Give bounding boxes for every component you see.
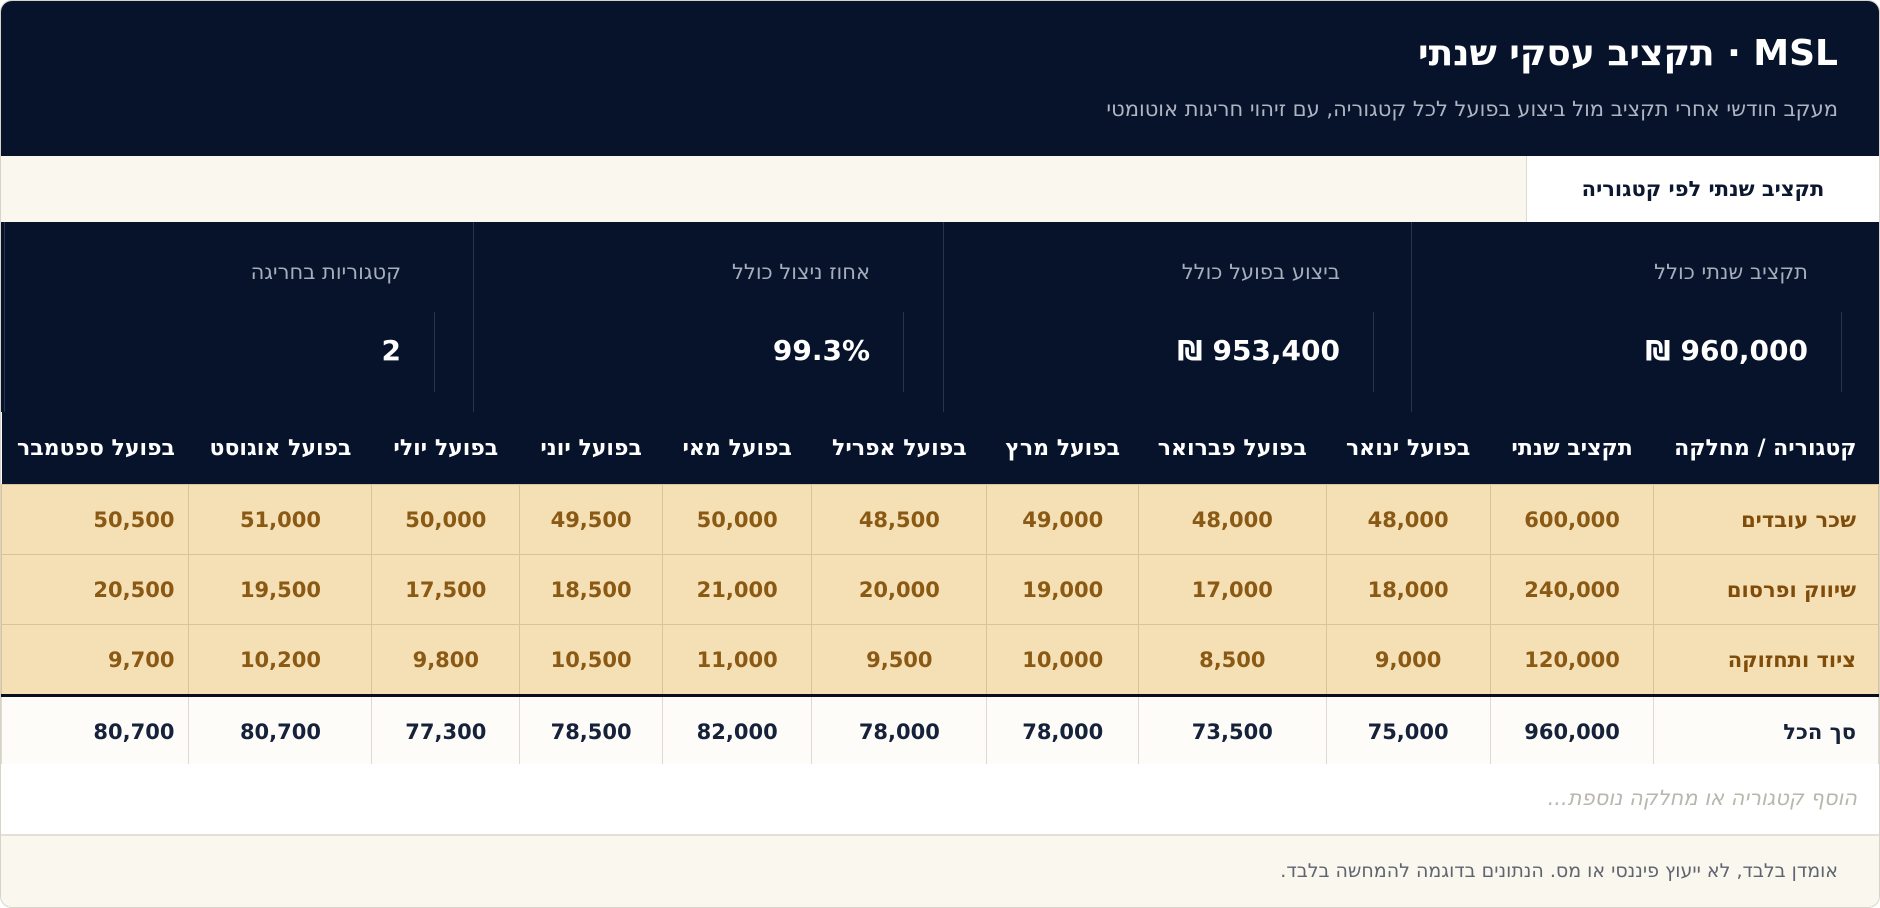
budget-table: קטגוריה / מחלקה תקציב שנתי בפועל ינואר ב…: [1, 412, 1879, 764]
stat-utilization: אחוז ניצול כולל 99.3%: [473, 222, 941, 412]
stat-label: תקציב שנתי כולל: [1654, 260, 1808, 284]
table-cell[interactable]: 20,500: [1, 554, 190, 625]
table-cell[interactable]: 17,000: [1138, 554, 1327, 625]
table-header-row: קטגוריה / מחלקה תקציב שנתי בפועל ינואר ב…: [1, 412, 1879, 485]
page-title: MSL · תקציב עסקי שנתי: [1417, 33, 1838, 74]
stat-overruns: קטגוריות בחריגה 2: [4, 222, 472, 412]
total-cell: 78,000: [986, 695, 1140, 764]
table-cell[interactable]: 21,000: [662, 554, 813, 625]
add-category-placeholder[interactable]: הוסף קטגוריה או מחלקה נוספת...: [1547, 786, 1857, 810]
total-label: סך הכל: [1653, 695, 1879, 764]
table-row: שכר עובדים 600,000 48,000 48,000 49,000 …: [1, 484, 1879, 555]
column-header[interactable]: בפועל אפריל: [811, 412, 987, 485]
tab-bar: תקציב שנתי לפי קטגוריה: [1, 156, 1879, 223]
summary-bar: תקציב שנתי כולל 960,000 ₪ ביצוע בפועל כו…: [1, 222, 1879, 412]
divider: [1373, 312, 1374, 392]
table-cell[interactable]: 10,200: [188, 624, 373, 696]
divider: [1841, 312, 1842, 392]
table-cell[interactable]: 50,000: [662, 484, 813, 555]
total-cell: 960,000: [1489, 695, 1655, 764]
total-cell: 73,500: [1138, 695, 1327, 764]
table-cell[interactable]: 49,500: [519, 484, 664, 555]
total-cell: 78,500: [519, 695, 664, 764]
stat-value: 953,400 ₪: [1177, 334, 1340, 367]
stat-value: 960,000 ₪: [1645, 334, 1808, 367]
table-cell[interactable]: 8,500: [1138, 624, 1327, 696]
column-header[interactable]: תקציב שנתי: [1490, 412, 1654, 485]
page-subtitle: מעקב חודשי אחרי תקציב מול ביצוע בפועל לכ…: [1106, 97, 1838, 121]
table-row: שיווק ופרסום 240,000 18,000 17,000 19,00…: [1, 554, 1879, 625]
table-cell[interactable]: 9,700: [1, 624, 190, 696]
table-cell[interactable]: 19,000: [986, 554, 1140, 625]
page-header: MSL · תקציב עסקי שנתי מעקב חודשי אחרי תק…: [1, 1, 1879, 156]
table-cell[interactable]: 50,500: [1, 484, 190, 555]
column-header[interactable]: בפועל פברואר: [1138, 412, 1327, 485]
total-cell: 77,300: [371, 695, 521, 764]
stat-total-actual: ביצוע בפועל כולל 953,400 ₪: [943, 222, 1411, 412]
stat-label: ביצוע בפועל כולל: [1181, 260, 1340, 284]
stat-label: אחוז ניצול כולל: [731, 260, 870, 284]
column-header[interactable]: בפועל אוגוסט: [188, 412, 372, 485]
column-header[interactable]: בפועל ינואר: [1326, 412, 1491, 485]
table-cell[interactable]: 50,000: [371, 484, 521, 555]
table-cell[interactable]: 48,000: [1325, 484, 1491, 555]
divider: [903, 312, 904, 392]
column-header[interactable]: בפועל יולי: [371, 412, 520, 485]
table-cell[interactable]: 600,000: [1489, 484, 1655, 555]
footer: אומדן בלבד, לא ייעוץ פיננסי או מס. הנתונ…: [1, 836, 1879, 907]
table-cell[interactable]: 48,000: [1138, 484, 1327, 555]
table-cell[interactable]: 10,000: [986, 624, 1140, 696]
divider: [434, 312, 435, 392]
stat-value: 99.3%: [772, 334, 870, 367]
table-cell[interactable]: 49,000: [986, 484, 1140, 555]
table-cell[interactable]: 9,000: [1325, 624, 1491, 696]
stat-value: 2: [381, 334, 401, 367]
table-cell[interactable]: 9,800: [371, 624, 521, 696]
total-cell: 75,000: [1325, 695, 1491, 764]
table-cell[interactable]: 19,500: [188, 554, 373, 625]
tab-annual-budget[interactable]: תקציב שנתי לפי קטגוריה: [1526, 156, 1879, 222]
total-cell: 80,700: [188, 695, 373, 764]
table-cell[interactable]: 120,000: [1489, 624, 1655, 696]
table-cell[interactable]: 48,500: [811, 484, 988, 555]
table-cell[interactable]: 51,000: [188, 484, 373, 555]
column-header[interactable]: בפועל ספטמבר: [1, 412, 189, 485]
column-header[interactable]: בפועל יוני: [519, 412, 663, 485]
total-cell: 78,000: [811, 695, 988, 764]
total-row: סך הכל 960,000 75,000 73,500 78,000 78,0…: [1, 695, 1879, 764]
table-cell[interactable]: 20,000: [811, 554, 988, 625]
table-cell[interactable]: 10,500: [519, 624, 664, 696]
table-cell[interactable]: 18,500: [519, 554, 664, 625]
add-category-row[interactable]: הוסף קטגוריה או מחלקה נוספת...: [1, 764, 1879, 836]
column-header[interactable]: בפועל מאי: [662, 412, 812, 485]
table-cell[interactable]: 9,500: [811, 624, 988, 696]
disclaimer-text: אומדן בלבד, לא ייעוץ פיננסי או מס. הנתונ…: [1280, 860, 1838, 882]
total-cell: 80,700: [1, 695, 190, 764]
column-header[interactable]: בפועל מרץ: [986, 412, 1139, 485]
stat-total-budget: תקציב שנתי כולל 960,000 ₪: [1411, 222, 1879, 412]
category-cell[interactable]: שכר עובדים: [1653, 484, 1879, 555]
category-cell[interactable]: שיווק ופרסום: [1653, 554, 1879, 625]
table-cell[interactable]: 18,000: [1325, 554, 1491, 625]
stat-label: קטגוריות בחריגה: [250, 260, 401, 284]
table-cell[interactable]: 240,000: [1489, 554, 1655, 625]
budget-table-scroll[interactable]: קטגוריה / מחלקה תקציב שנתי בפועל ינואר ב…: [1, 412, 1879, 764]
total-cell: 82,000: [662, 695, 813, 764]
table-row: ציוד ותחזוקה 120,000 9,000 8,500 10,000 …: [1, 624, 1879, 696]
table-cell[interactable]: 11,000: [662, 624, 813, 696]
category-cell[interactable]: ציוד ותחזוקה: [1653, 624, 1879, 696]
column-header[interactable]: קטגוריה / מחלקה: [1653, 412, 1879, 485]
table-cell[interactable]: 17,500: [371, 554, 521, 625]
